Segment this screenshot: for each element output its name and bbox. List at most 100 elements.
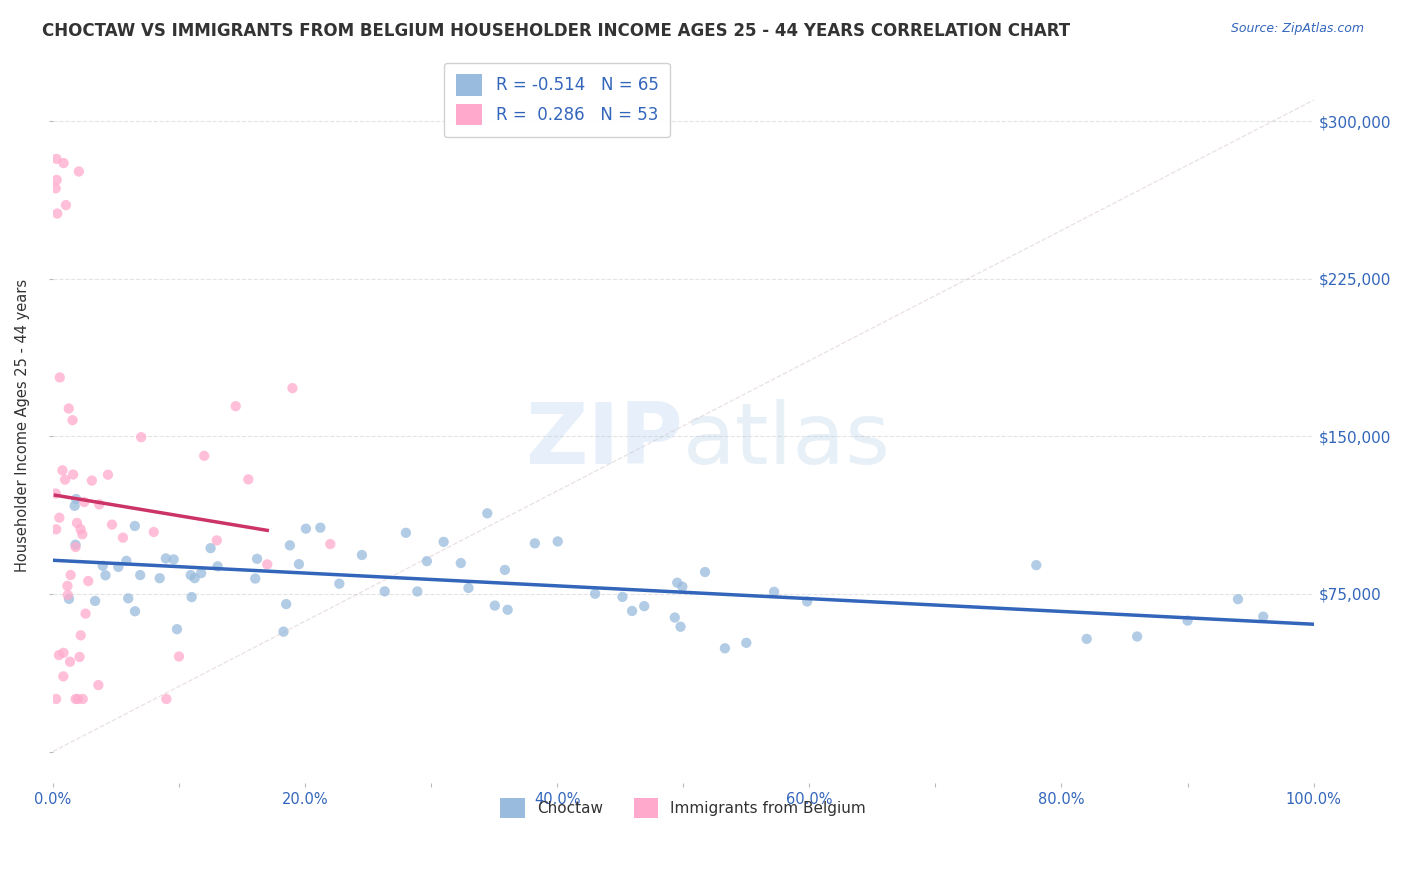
Point: [547, 534, 569, 549]
Point: [583, 587, 606, 601]
Point: [69, 649, 91, 664]
Point: [45, 486, 67, 500]
Point: [87, 678, 110, 692]
Point: [278, 538, 301, 552]
Point: [328, 576, 350, 591]
Point: [163, 552, 186, 566]
Point: [51, 463, 73, 477]
Point: [67, 164, 90, 178]
Point: [245, 572, 267, 586]
Point: [53, 473, 76, 487]
Point: [669, 620, 692, 634]
Point: [288, 557, 311, 571]
Point: [75, 607, 97, 621]
Point: [46, 206, 69, 220]
Text: atlas: atlas: [683, 399, 891, 482]
Point: [94, 568, 117, 582]
Point: [129, 430, 152, 444]
Point: [66, 516, 89, 530]
Point: [89, 497, 111, 511]
Point: [52, 646, 75, 660]
Point: [319, 537, 342, 551]
Point: [416, 554, 439, 568]
Point: [69, 522, 91, 536]
Point: [205, 533, 228, 548]
Point: [107, 560, 129, 574]
Point: [1251, 609, 1274, 624]
Point: [91, 558, 114, 573]
Y-axis label: Householder Income Ages 25 - 44 years: Householder Income Ages 25 - 44 years: [15, 279, 30, 573]
Point: [1126, 630, 1149, 644]
Point: [207, 559, 229, 574]
Point: [273, 624, 295, 639]
Point: [73, 495, 96, 509]
Point: [167, 649, 190, 664]
Point: [101, 517, 124, 532]
Point: [621, 604, 644, 618]
Point: [52, 156, 75, 170]
Point: [256, 558, 278, 572]
Point: [309, 521, 332, 535]
Point: [84, 594, 107, 608]
Point: [612, 590, 634, 604]
Point: [155, 692, 177, 706]
Point: [65, 540, 87, 554]
Point: [58, 401, 80, 416]
Point: [65, 491, 87, 506]
Point: [183, 571, 205, 585]
Point: [374, 584, 396, 599]
Text: Source: ZipAtlas.com: Source: ZipAtlas.com: [1230, 22, 1364, 36]
Point: [49, 370, 72, 384]
Point: [1227, 592, 1250, 607]
Point: [115, 554, 138, 568]
Text: CHOCTAW VS IMMIGRANTS FROM BELGIUM HOUSEHOLDER INCOME AGES 25 - 44 YEARS CORRELA: CHOCTAW VS IMMIGRANTS FROM BELGIUM HOUSE…: [42, 22, 1070, 40]
Point: [72, 527, 94, 541]
Point: [77, 574, 100, 588]
Point: [63, 499, 86, 513]
Point: [693, 565, 716, 579]
Point: [180, 568, 202, 582]
Point: [124, 519, 146, 533]
Point: [45, 522, 67, 536]
Point: [395, 525, 418, 540]
Point: [72, 692, 94, 706]
Point: [664, 610, 686, 624]
Point: [62, 413, 84, 427]
Point: [65, 538, 87, 552]
Point: [796, 594, 818, 608]
Point: [69, 628, 91, 642]
Point: [484, 599, 506, 613]
Point: [65, 692, 87, 706]
Point: [281, 381, 304, 395]
Point: [45, 152, 67, 166]
Point: [59, 568, 82, 582]
Point: [48, 510, 70, 524]
Point: [450, 556, 472, 570]
Point: [56, 579, 79, 593]
Point: [1177, 614, 1199, 628]
Text: ZIP: ZIP: [526, 399, 683, 482]
Point: [56, 588, 79, 602]
Point: [225, 399, 247, 413]
Point: [149, 571, 172, 585]
Point: [350, 548, 373, 562]
Point: [142, 524, 165, 539]
Point: [111, 531, 134, 545]
Point: [523, 536, 546, 550]
Point: [58, 591, 80, 606]
Point: [52, 669, 75, 683]
Point: [633, 599, 655, 614]
Point: [477, 506, 499, 520]
Point: [457, 581, 479, 595]
Point: [190, 566, 212, 581]
Point: [80, 474, 103, 488]
Point: [62, 467, 84, 482]
Point: [45, 173, 67, 187]
Point: [180, 590, 202, 604]
Point: [246, 551, 269, 566]
Point: [666, 575, 689, 590]
Point: [59, 655, 82, 669]
Point: [200, 541, 222, 556]
Point: [124, 604, 146, 618]
Point: [193, 449, 215, 463]
